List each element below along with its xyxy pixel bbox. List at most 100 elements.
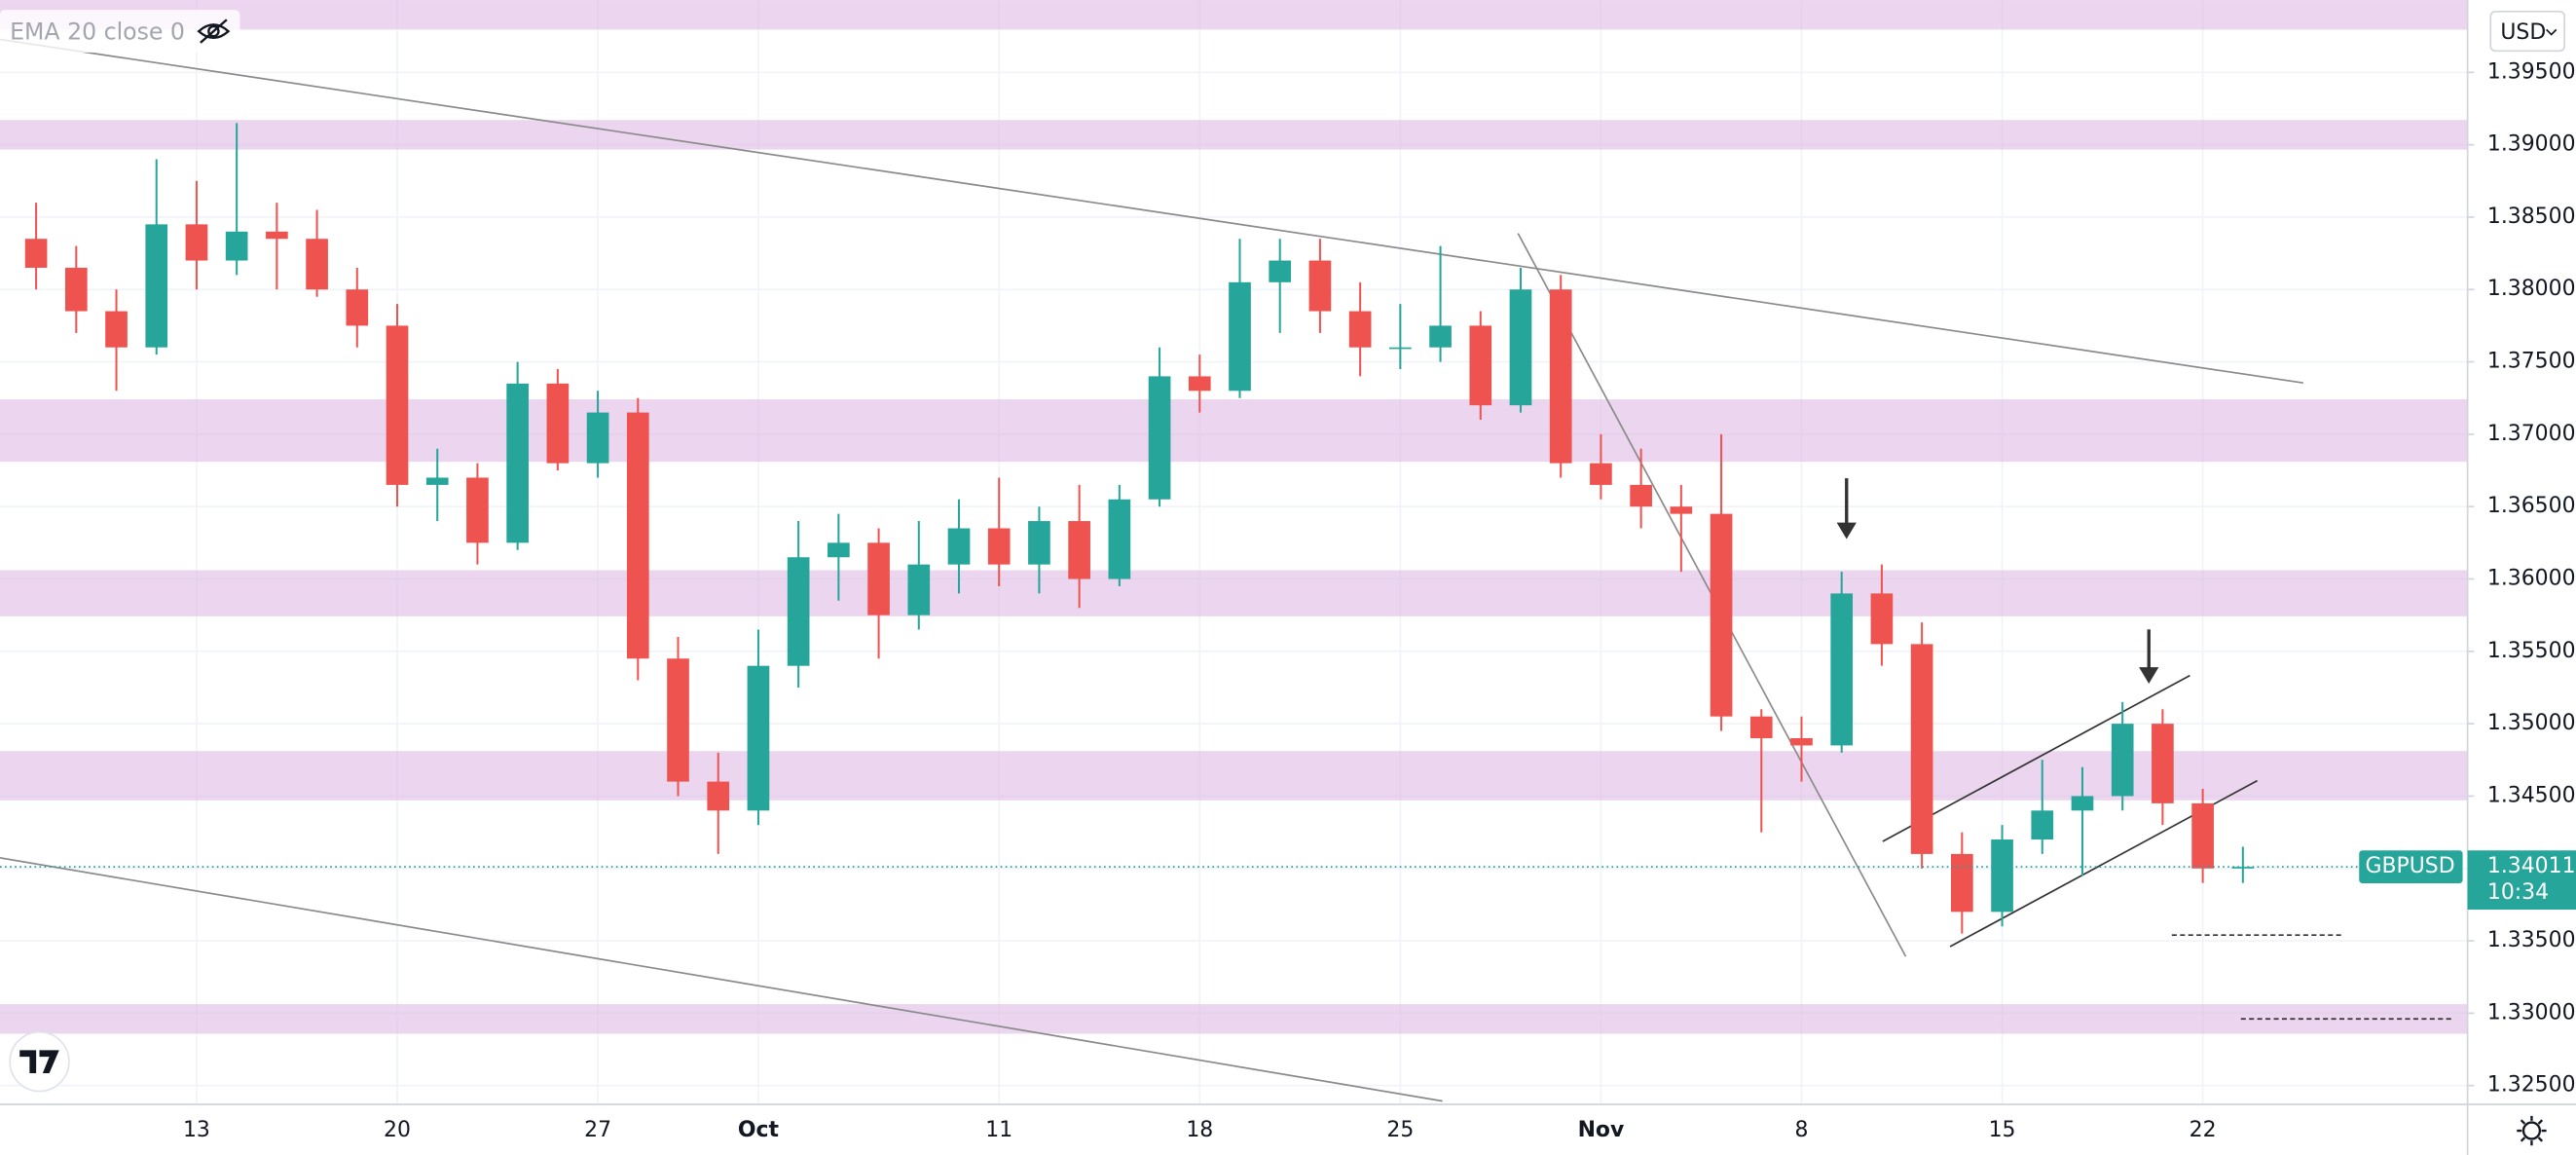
candle-body <box>747 665 770 811</box>
candles <box>0 123 2360 934</box>
candle-body <box>1630 484 1652 507</box>
candle-body <box>266 231 288 240</box>
x-tick-label: 18 <box>1186 1118 1213 1142</box>
x-tick-label: 8 <box>1795 1118 1809 1142</box>
y-tick-label: 1.36000 <box>2487 567 2576 591</box>
hide-icon[interactable] <box>197 19 231 44</box>
candle-body <box>586 412 609 464</box>
candle-body <box>24 239 48 268</box>
settings-icon[interactable] <box>2517 1115 2547 1146</box>
dropdown-caret <box>2546 28 2558 36</box>
candle-body <box>1469 325 1492 406</box>
candle-body <box>506 383 529 543</box>
last-price-label: 1.34011 <box>2487 854 2576 878</box>
candle-body <box>2071 796 2094 811</box>
candle-body <box>867 542 890 615</box>
y-tick-label: 1.33500 <box>2487 928 2576 952</box>
zone <box>0 399 2468 463</box>
candle-body <box>306 239 328 290</box>
y-tick-label: 1.36500 <box>2487 494 2576 518</box>
candle-body <box>466 477 489 543</box>
candle-body <box>1108 499 1131 579</box>
y-tick-label: 1.37000 <box>2487 422 2576 446</box>
y-tick-label: 1.32500 <box>2487 1073 2576 1098</box>
legend-bg <box>0 10 240 54</box>
candle-body <box>707 781 730 811</box>
countdown-label: 10:34 <box>2487 880 2549 905</box>
candle-body <box>425 477 449 485</box>
candle-body <box>1229 281 1251 391</box>
candle-body <box>64 267 88 312</box>
candle-body <box>1910 644 1933 854</box>
price-axis-bg <box>2467 0 2576 1155</box>
x-tick-label: 27 <box>584 1118 611 1142</box>
y-tick-label: 1.39500 <box>2487 59 2576 84</box>
candle-body <box>386 325 409 485</box>
zones <box>0 0 2468 1034</box>
x-tick-label: 25 <box>1386 1118 1414 1142</box>
zone <box>0 1004 2468 1034</box>
candle-body <box>225 231 248 261</box>
x-tick-label: 11 <box>985 1118 1012 1142</box>
candle-body <box>346 289 369 326</box>
price-box <box>2467 850 2576 910</box>
y-tick-label: 1.37500 <box>2487 350 2576 374</box>
zone <box>0 120 2468 150</box>
candle-body <box>2191 802 2214 869</box>
candle-body <box>1590 463 1612 485</box>
y-tick-label: 1.38000 <box>2487 277 2576 301</box>
candle-body <box>1749 716 1773 738</box>
y-tick-label: 1.33000 <box>2487 1000 2576 1025</box>
candle-body <box>1348 311 1372 348</box>
y-tick-label: 1.35000 <box>2487 711 2576 735</box>
candle-body <box>1429 325 1452 348</box>
x-tick-label: 13 <box>183 1118 210 1142</box>
arrow-head <box>2139 667 2159 685</box>
x-tick-label: 15 <box>1989 1118 2016 1142</box>
symbol-box <box>2359 850 2463 883</box>
candle-body <box>1991 839 2013 913</box>
candle-body <box>2152 724 2174 803</box>
candle-body <box>1951 853 1973 913</box>
candle-body <box>1870 593 1894 645</box>
candle-body <box>145 224 168 348</box>
logo-bg <box>9 1030 70 1093</box>
candle-body <box>1549 289 1572 464</box>
candle-body <box>1509 289 1532 406</box>
candle-body <box>2031 810 2054 840</box>
time-axis-bg <box>0 1104 2576 1155</box>
candle-body <box>1188 376 1211 391</box>
x-tick-label: 20 <box>384 1118 411 1142</box>
candle-body <box>1790 737 1813 746</box>
candle-body <box>1710 513 1733 717</box>
y-tick-label: 1.39000 <box>2487 132 2576 157</box>
x-tick-label: 22 <box>2190 1118 2217 1142</box>
candle-body <box>546 383 570 464</box>
candle-body <box>907 564 931 615</box>
arrow-head <box>1836 522 1857 540</box>
candle-body <box>1068 521 1090 579</box>
symbol-label: GBPUSD <box>2366 854 2455 878</box>
candle-body <box>1028 521 1050 565</box>
candle-body <box>1389 347 1412 350</box>
candle-body <box>1269 260 1292 282</box>
candle-body <box>787 557 810 666</box>
candle-body <box>185 224 208 261</box>
currency-label[interactable]: USD <box>2500 20 2546 45</box>
logo <box>19 1050 59 1073</box>
candle-body <box>626 412 649 659</box>
candle-body <box>1830 593 1854 746</box>
trend-line <box>0 857 1443 1102</box>
currency-button[interactable] <box>2489 10 2566 53</box>
candle-body <box>1148 376 1171 500</box>
candle-body <box>947 528 971 565</box>
zone <box>0 0 2468 30</box>
indicator-label: EMA 20 close 0 <box>10 18 185 45</box>
candle-body <box>987 528 1011 565</box>
x-tick-label: Oct <box>738 1118 779 1142</box>
y-tick-label: 1.38500 <box>2487 205 2576 229</box>
candle-body <box>828 542 850 558</box>
zone <box>0 570 2468 616</box>
